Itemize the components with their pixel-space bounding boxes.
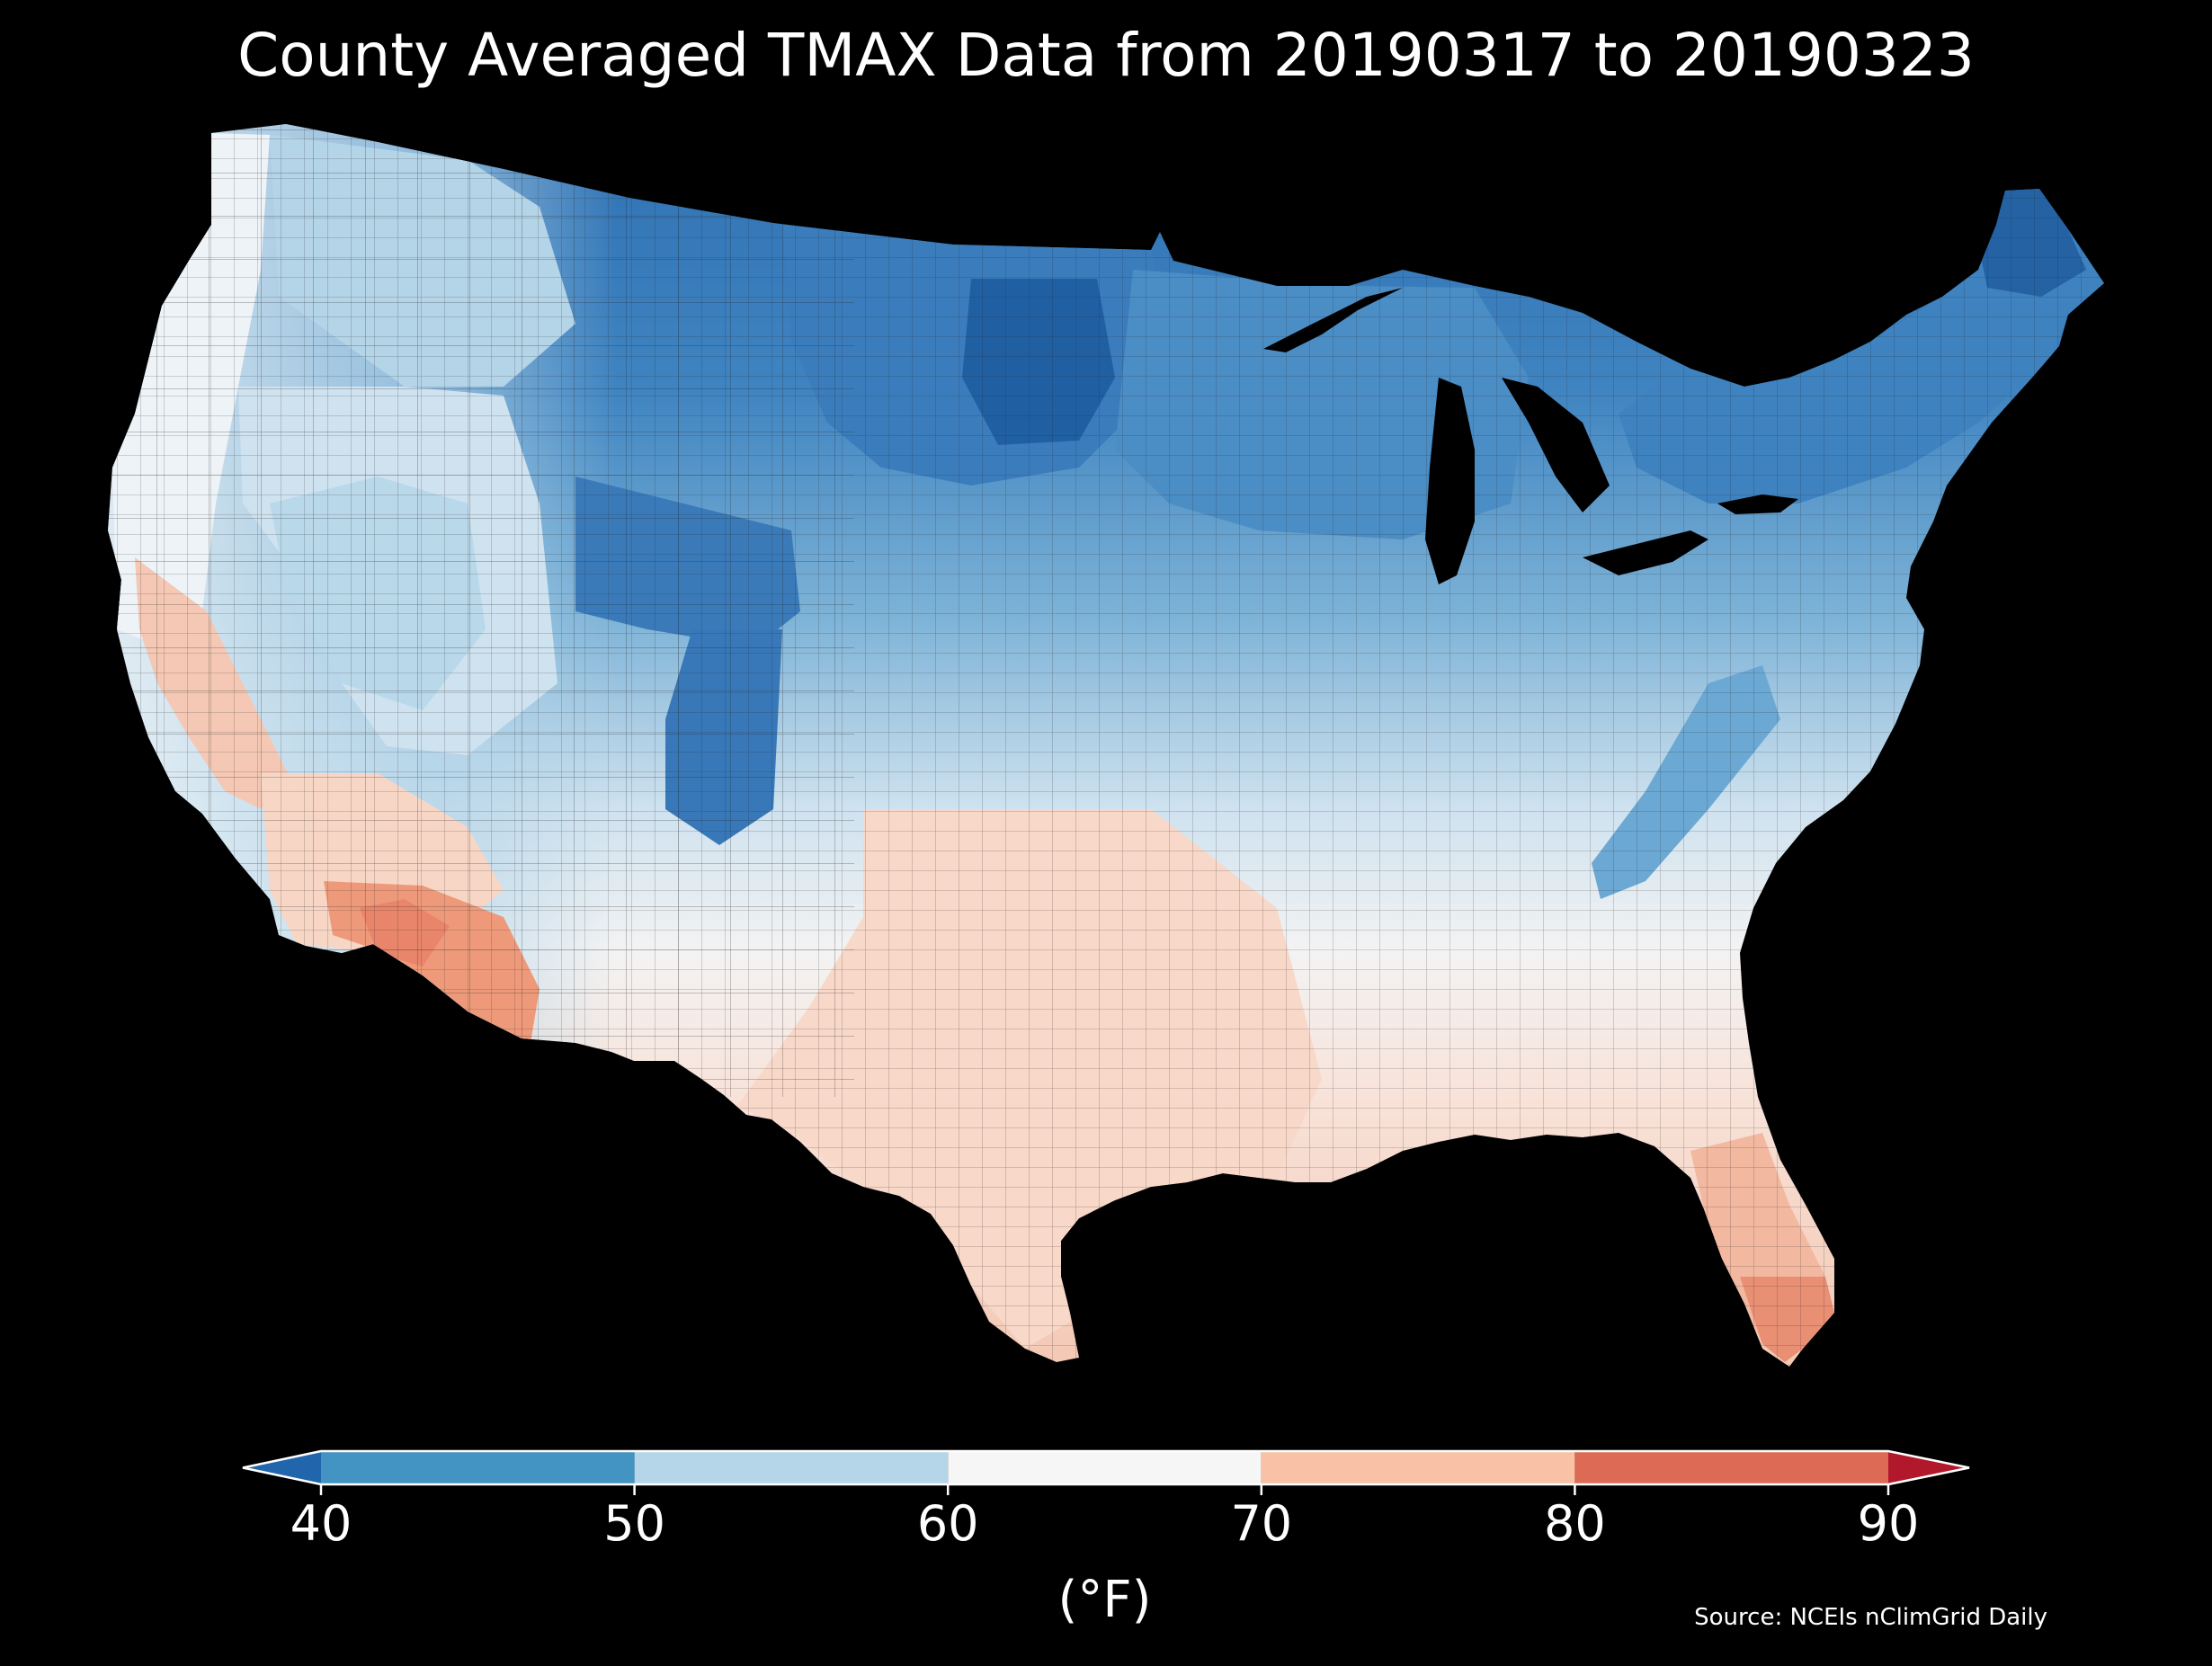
great-lakes xyxy=(1263,288,1798,584)
lake-michigan xyxy=(1425,378,1475,584)
land-area xyxy=(108,124,2104,1367)
lake-erie xyxy=(1583,530,1708,575)
map-title: County Averaged TMAX Data from 20190317 … xyxy=(237,21,1975,90)
colorbar-label: (°F) xyxy=(1058,1571,1152,1629)
colorbar-tick-label: 90 xyxy=(1858,1495,1920,1552)
colorbar-bin-70-80 xyxy=(1261,1451,1575,1484)
colorbar-bin-80-90 xyxy=(1574,1451,1888,1484)
source-note: Source: NCEIs nClimGrid Daily xyxy=(1694,1604,2047,1631)
colorbar-bin-50-60 xyxy=(634,1451,949,1484)
colorbar-tick-label: 60 xyxy=(917,1495,979,1552)
colorbar-bin-40-50 xyxy=(321,1451,635,1484)
lake-huron xyxy=(1502,378,1610,512)
colorbar-tick-label: 80 xyxy=(1544,1495,1606,1552)
colorbar-under-arrow xyxy=(243,1451,321,1484)
colorbar-over-arrow xyxy=(1888,1451,1969,1484)
colorbar: 40 50 60 70 80 90 (°F) xyxy=(242,1449,1970,1629)
colorbar-tick-label: 50 xyxy=(603,1495,665,1552)
lake-ontario xyxy=(1717,494,1798,514)
colorbar-tick-label: 40 xyxy=(290,1495,352,1552)
colorbar-tick-label: 70 xyxy=(1230,1495,1292,1552)
lake-superior xyxy=(1263,288,1403,352)
colorbar-bin-60-70 xyxy=(948,1451,1262,1484)
